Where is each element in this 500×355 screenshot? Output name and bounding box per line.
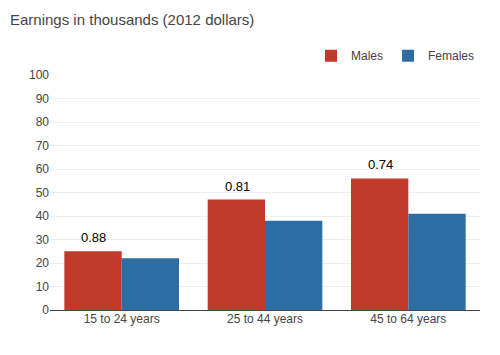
svg-text:90: 90 [36,92,50,106]
svg-text:20: 20 [36,256,50,270]
svg-text:Earnings in thousands (2012 do: Earnings in thousands (2012 dollars) [10,11,254,28]
svg-text:0.88: 0.88 [81,230,106,245]
svg-text:45 to 64 years: 45 to 64 years [370,312,446,326]
svg-text:0.81: 0.81 [225,179,250,194]
svg-text:100: 100 [29,68,49,82]
svg-text:0: 0 [42,303,49,317]
svg-text:10: 10 [36,280,50,294]
svg-text:Females: Females [428,49,474,63]
svg-text:15 to 24 years: 15 to 24 years [84,312,160,326]
svg-text:0.74: 0.74 [368,157,393,172]
svg-text:Males: Males [351,49,383,63]
svg-text:25 to 44 years: 25 to 44 years [227,312,303,326]
svg-text:60: 60 [36,162,50,176]
svg-text:70: 70 [36,139,50,153]
svg-text:40: 40 [36,209,50,223]
svg-text:30: 30 [36,233,50,247]
svg-text:80: 80 [36,115,50,129]
svg-text:50: 50 [36,186,50,200]
